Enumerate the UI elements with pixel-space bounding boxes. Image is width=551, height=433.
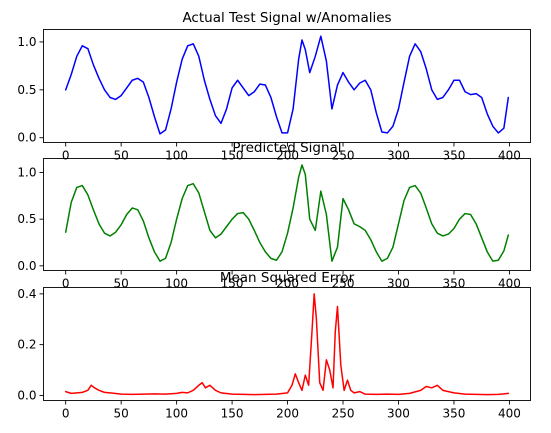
subplot-2-xtick-label: 150: [221, 277, 244, 291]
subplot-2-xtick-label: 350: [443, 277, 466, 291]
subplot-3-xtick-label: 300: [387, 407, 410, 421]
subplot-3-xtick-label: 0: [62, 407, 70, 421]
subplot-1-xtick-label: 0: [62, 149, 70, 163]
subplot-1-ytick-label: 0.0: [17, 131, 36, 145]
subplot-1-frame: [43, 29, 531, 143]
subplot-2-xtick-label: 0: [62, 277, 70, 291]
subplot-1-plot: 0 50 100 150 200 250 300 350 400 0.0 0.5 1.0: [17, 35, 520, 163]
subplot-3-plot: 0 50 100 150 200 250 300 350 400 0.0 0.2 0.4: [17, 287, 520, 421]
subplot-3-xtick-label: 350: [443, 407, 466, 421]
subplot-2-xtick-label: 300: [387, 277, 410, 291]
subplot-3: Mean Squared Error 0 50 100 150 200 250 300 350…: [17, 270, 531, 421]
subplot-1-xtick-label: 350: [443, 149, 466, 163]
subplot-2-ytick-label: 0.0: [17, 259, 36, 273]
subplot-1-xtick-label: 100: [165, 149, 188, 163]
subplot-3-ytick-label: 0.2: [17, 338, 36, 352]
subplot-3-xtick-label: 200: [276, 407, 299, 421]
subplot-3-title: Mean Squared Error: [220, 270, 355, 286]
subplot-1-xtick-label: 300: [387, 149, 410, 163]
subplot-1-series-line: [64, 35, 510, 135]
subplot-2-xtick-label: 250: [332, 277, 355, 291]
subplot-1-ytick-label: 1.0: [17, 35, 36, 49]
subplot-3-xtick-label: 400: [498, 407, 521, 421]
subplot-3-frame: [43, 287, 531, 401]
subplot-1-xtick-label: 400: [498, 149, 521, 163]
subplot-2-xtick-label: 200: [276, 277, 299, 291]
subplot-1: Actual Test Signal w/Anomalies 0 50 100 150…: [17, 10, 531, 163]
subplot-2-title: Predicted Signal: [232, 140, 341, 156]
subplot-3-xtick-label: 50: [114, 407, 129, 421]
subplot-2-ytick-label: 0.5: [17, 212, 36, 226]
subplot-3-ytick-label: 0.0: [17, 388, 36, 402]
subplot-3-xtick-label: 150: [221, 407, 244, 421]
subplot-2-series-line: [64, 164, 510, 262]
subplot-3-ytick-label: 0.4: [17, 287, 36, 301]
subplot-1-ytick-label: 0.5: [17, 83, 36, 97]
subplot-2-xtick-label: 400: [498, 277, 521, 291]
subplot-1-xtick-label: 250: [332, 149, 355, 163]
subplot-2-ytick-label: 1.0: [17, 166, 36, 180]
subplot-3-series-line: [64, 293, 510, 396]
subplot-2-plot: 0 50 100 150 200 250 300 350 400 0.0 0.5 1.0: [17, 164, 521, 291]
subplot-2-xtick-label: 100: [165, 277, 188, 291]
subplot-2-xtick-label: 50: [114, 277, 129, 291]
subplot-2: Predicted Signal 0 50 100 150 200 250 300 350 40…: [17, 140, 531, 291]
subplot-1-xtick-label: 200: [276, 149, 299, 163]
subplot-1-xtick-label: 150: [221, 149, 244, 163]
subplot-1-xtick-label: 50: [114, 149, 129, 163]
subplot-3-xtick-label: 100: [165, 407, 188, 421]
subplot-1-title: Actual Test Signal w/Anomalies: [182, 10, 391, 26]
subplot-2-frame: [43, 158, 531, 271]
subplot-3-xtick-label: 250: [332, 407, 355, 421]
